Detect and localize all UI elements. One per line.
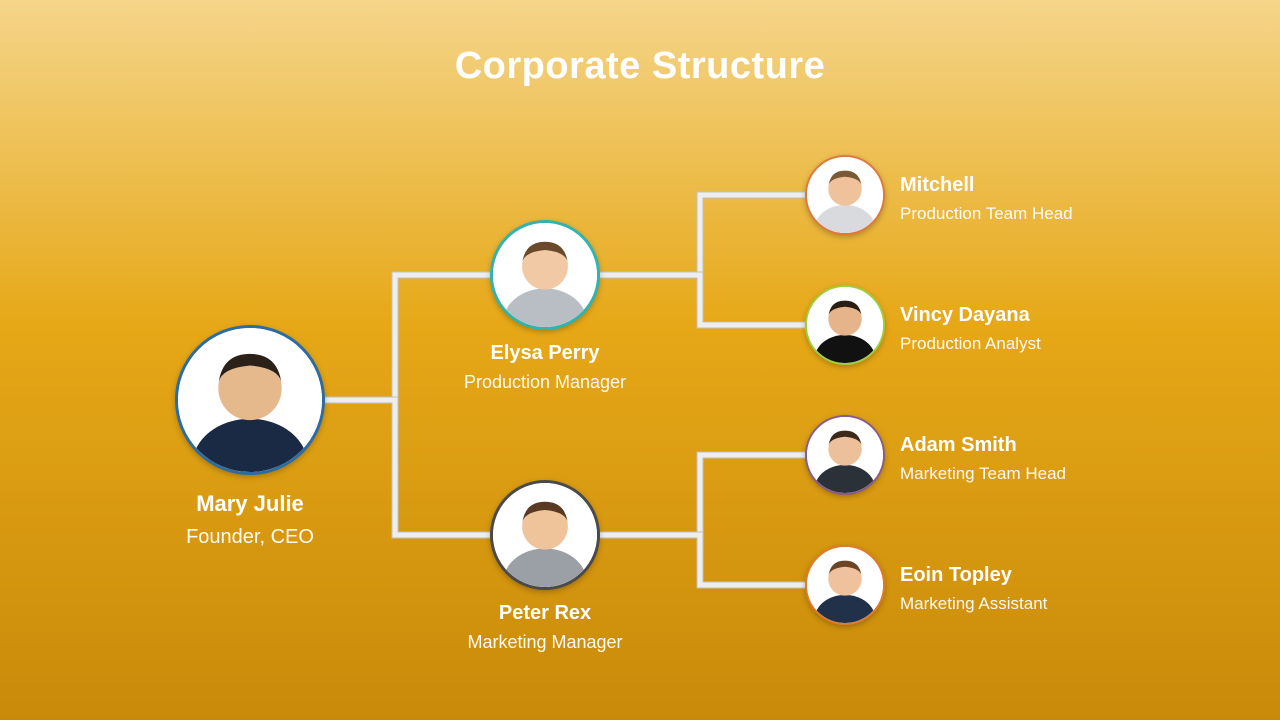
label-prod_head: Mitchell Production Team Head — [900, 172, 1160, 226]
person-name: Mary Julie — [170, 490, 330, 519]
person-role: Marketing Team Head — [900, 462, 1160, 486]
person-role: Production Analyst — [900, 332, 1160, 356]
label-prod_mgr: Elysa Perry Production Manager — [445, 340, 645, 395]
avatar-prod_mgr — [490, 220, 600, 330]
page-title: Corporate Structure — [0, 45, 1280, 88]
person-name: Eoin Topley — [900, 562, 1160, 588]
avatar-ceo — [175, 325, 325, 475]
label-mkt_asst: Eoin Topley Marketing Assistant — [900, 562, 1160, 616]
person-name: Adam Smith — [900, 432, 1160, 458]
label-mkt_mgr: Peter Rex Marketing Manager — [445, 600, 645, 655]
avatar-mkt_mgr — [490, 480, 600, 590]
label-mkt_head: Adam Smith Marketing Team Head — [900, 432, 1160, 486]
person-role: Marketing Manager — [445, 630, 645, 655]
avatar-prod_head — [805, 155, 885, 235]
person-name: Peter Rex — [445, 600, 645, 626]
person-role: Marketing Assistant — [900, 592, 1160, 616]
label-prod_analyst: Vincy Dayana Production Analyst — [900, 302, 1160, 356]
person-role: Production Team Head — [900, 202, 1160, 226]
person-name: Elysa Perry — [445, 340, 645, 366]
person-name: Vincy Dayana — [900, 302, 1160, 328]
person-name: Mitchell — [900, 172, 1160, 198]
avatar-prod_analyst — [805, 285, 885, 365]
avatar-mkt_head — [805, 415, 885, 495]
label-ceo: Mary Julie Founder, CEO — [170, 490, 330, 551]
avatar-mkt_asst — [805, 545, 885, 625]
person-role: Production Manager — [445, 370, 645, 395]
person-role: Founder, CEO — [170, 523, 330, 551]
